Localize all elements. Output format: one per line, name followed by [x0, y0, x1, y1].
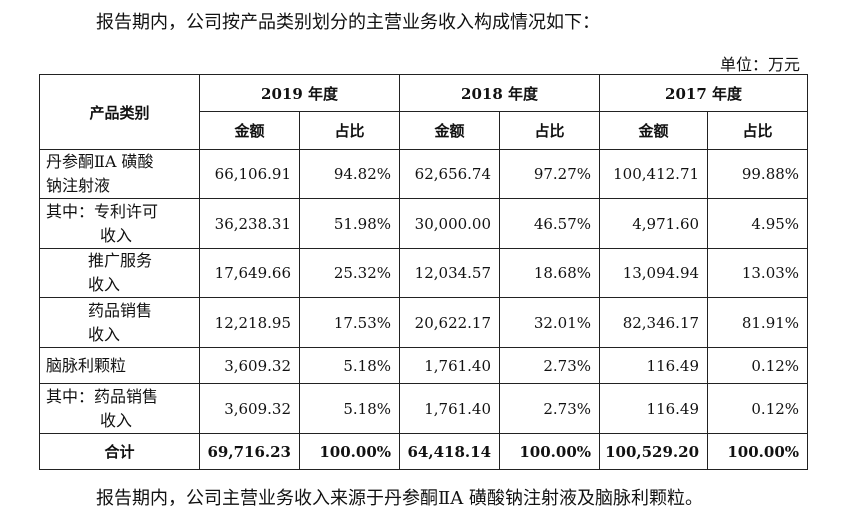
- table-row: 脑脉利颗粒 3,609.32 5.18% 1,761.40 2.73% 116.…: [39, 347, 809, 384]
- year-header-2019: 2019 年度: [198, 74, 401, 112]
- category-line1: 丹参酮ⅡA 磺酸: [46, 152, 154, 171]
- ratio-header: 占比: [707, 111, 809, 150]
- ratio-2017: 4.95%: [707, 198, 809, 249]
- amount-2017: 116.49: [599, 347, 709, 384]
- ratio-2017: 81.91%: [707, 297, 809, 348]
- ratio-2018: 32.01%: [499, 297, 601, 348]
- category-cell: 脑脉利颗粒: [39, 347, 200, 384]
- year-header-2017: 2017 年度: [599, 74, 809, 112]
- total-row: 合计 69,716.23 100.00% 64,418.14 100.00% 1…: [39, 433, 809, 470]
- category-cell: 丹参酮ⅡA 磺酸 钠注射液: [39, 149, 200, 199]
- unit-label: 单位：万元: [719, 55, 800, 74]
- ratio-2018: 46.57%: [499, 198, 601, 249]
- intro-paragraph: 报告期内，公司按产品类别划分的主营业务收入构成情况如下：: [96, 12, 600, 33]
- ratio-2018: 97.27%: [499, 149, 601, 199]
- revenue-table: 产品类别 2019 年度 2018 年度 2017 年度 金额 占比 金额 占比…: [39, 74, 809, 470]
- total-amount-2017: 100,529.20: [599, 433, 709, 470]
- ratio-2017: 0.12%: [707, 347, 809, 384]
- amount-2018: 12,034.57: [399, 248, 501, 298]
- table-row: 其中：药品销售 收入 3,609.32 5.18% 1,761.40 2.73%…: [39, 383, 809, 434]
- category-line2: 收入: [100, 410, 133, 430]
- amount-header: 金额: [399, 111, 501, 150]
- total-amount-2018: 64,418.14: [399, 433, 501, 470]
- amount-2017: 13,094.94: [599, 248, 709, 298]
- amount-2017: 116.49: [599, 383, 709, 434]
- header-row-metrics: 金额 占比 金额 占比 金额 占比: [40, 111, 809, 150]
- amount-2019: 3,609.32: [199, 383, 300, 434]
- total-ratio-2017: 100.00%: [707, 433, 809, 470]
- ratio-2019: 17.53%: [298, 297, 401, 348]
- ratio-header: 占比: [499, 111, 601, 150]
- header-row-years: 产品类别 2019 年度 2018 年度 2017 年度: [39, 74, 809, 150]
- category-line2: 钠注射液: [46, 176, 111, 195]
- amount-2018: 30,000.00: [399, 198, 501, 249]
- amount-2019: 36,238.31: [199, 198, 300, 249]
- total-amount-2019: 69,716.23: [199, 433, 300, 470]
- amount-2019: 17,649.66: [199, 248, 300, 298]
- table-row: 推广服务 收入 17,649.66 25.32% 12,034.57 18.68…: [39, 248, 809, 298]
- category-cell: 推广服务 收入: [39, 248, 200, 298]
- category-cell: 其中：专利许可 收入: [39, 198, 200, 249]
- category-line1: 其中：专利许可: [46, 201, 159, 221]
- ratio-2018: 2.73%: [499, 383, 601, 434]
- amount-2018: 1,761.40: [399, 347, 501, 384]
- category-cell: 其中：药品销售 收入: [39, 383, 200, 434]
- total-ratio-2019: 100.00%: [298, 433, 401, 470]
- total-label: 合计: [39, 433, 200, 470]
- ratio-2019: 94.82%: [298, 149, 401, 199]
- total-ratio-2018: 100.00%: [499, 433, 601, 470]
- table-row: 其中：专利许可 收入 36,238.31 51.98% 30,000.00 46…: [39, 198, 809, 249]
- ratio-2019: 25.32%: [298, 248, 401, 298]
- ratio-2017: 13.03%: [707, 248, 809, 298]
- amount-header: 金额: [599, 111, 709, 150]
- amount-2018: 20,622.17: [399, 297, 501, 348]
- amount-2019: 12,218.95: [199, 297, 300, 348]
- category-line2: 收入: [88, 275, 121, 294]
- amount-2019: 3,609.32: [199, 347, 300, 384]
- category-line2: 收入: [88, 324, 121, 344]
- table-row: 药品销售 收入 12,218.95 17.53% 20,622.17 32.01…: [39, 297, 809, 348]
- amount-header: 金额: [199, 111, 300, 150]
- category-line1: 药品销售: [88, 300, 153, 320]
- category-line1: 脑脉利颗粒: [46, 355, 127, 375]
- category-line1: 推广服务: [88, 251, 153, 270]
- amount-2017: 82,346.17: [599, 297, 709, 348]
- ratio-header: 占比: [298, 111, 401, 150]
- amount-2017: 100,412.71: [599, 149, 709, 199]
- table-row: 丹参酮ⅡA 磺酸 钠注射液 66,106.91 94.82% 62,656.74…: [39, 149, 809, 199]
- category-line2: 收入: [100, 225, 133, 245]
- ratio-2019: 5.18%: [298, 383, 401, 434]
- ratio-2017: 99.88%: [707, 149, 809, 199]
- amount-2018: 1,761.40: [399, 383, 501, 434]
- category-cell: 药品销售 收入: [39, 297, 200, 348]
- ratio-2019: 5.18%: [298, 347, 401, 384]
- ratio-2018: 18.68%: [499, 248, 601, 298]
- ratio-2018: 2.73%: [499, 347, 601, 384]
- amount-2018: 62,656.74: [399, 149, 501, 199]
- category-line1: 其中：药品销售: [46, 386, 159, 406]
- amount-2017: 4,971.60: [599, 198, 709, 249]
- ratio-2017: 0.12%: [707, 383, 809, 434]
- amount-2019: 66,106.91: [199, 149, 300, 199]
- year-header-2018: 2018 年度: [399, 74, 601, 112]
- ratio-2019: 51.98%: [298, 198, 401, 249]
- category-header: 产品类别: [39, 74, 200, 150]
- summary-paragraph: 报告期内，公司主营业务收入来源于丹参酮ⅡA 磺酸钠注射液及脑脉利颗粒。: [96, 488, 703, 509]
